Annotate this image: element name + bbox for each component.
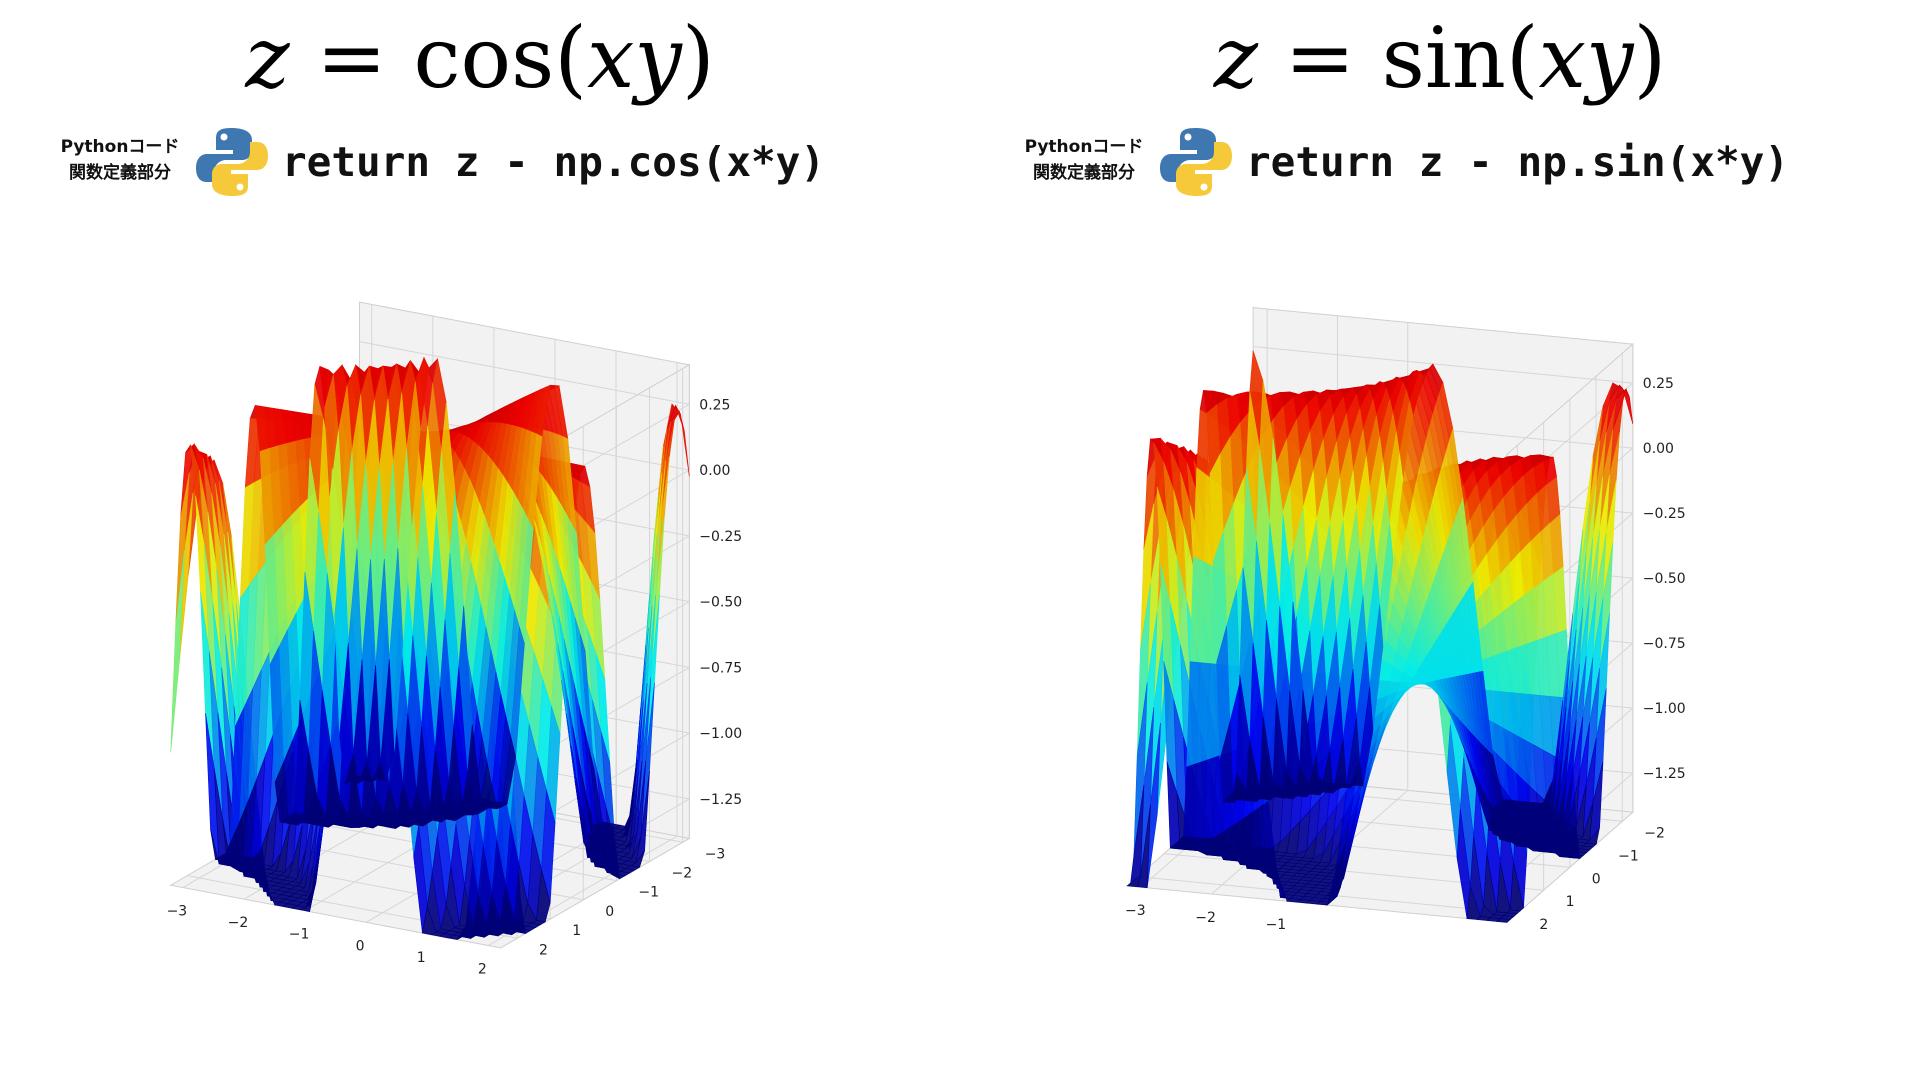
surface-facet	[675, 405, 690, 477]
code-caption-line1: Pythonコード	[60, 137, 180, 157]
sin-panel: z = sin(xy) Pythonコード 関数定義部分 return z - …	[960, 0, 1920, 1080]
y-tick-label: 1	[1566, 894, 1575, 910]
z-tick-label: −1.25	[699, 792, 742, 808]
x-tick-label: 2	[478, 962, 487, 978]
y-tick-label: 0	[605, 904, 614, 920]
surface-facet	[536, 869, 551, 923]
y-tick-label: 1	[572, 923, 581, 939]
grid-line-z	[359, 341, 690, 405]
surface-facet	[224, 823, 240, 856]
title-equals: =	[289, 9, 414, 107]
title-paren-close: )	[1633, 9, 1667, 107]
surface-facet	[370, 796, 385, 819]
y-tick-label: 2	[1539, 917, 1548, 933]
x-tick-label: −3	[1125, 903, 1146, 919]
title-paren-open: (	[554, 9, 587, 107]
title-argument: xy	[1538, 9, 1634, 107]
grid-line-z	[1253, 346, 1633, 384]
y-tick-label: 2	[539, 942, 548, 958]
x-tick-label: −1	[289, 927, 310, 943]
surface-facet	[347, 763, 363, 818]
title-argument: xy	[586, 9, 682, 107]
x-tick-label: −2	[1195, 910, 1216, 926]
title-paren-close: )	[681, 9, 715, 107]
surface-plot-cos: −3 −2 −1 0 1 2 −3 −2 −1 0 1 2 0.25 0.00 −0.25 −0.50 −0.7…	[167, 301, 743, 978]
surface-facet	[353, 775, 370, 781]
title-paren-open: (	[1505, 9, 1539, 107]
title-variable-z: z	[1213, 9, 1258, 107]
code-caption-line2: 関数定義部分	[1033, 163, 1135, 183]
code-caption-line2: 関数定義部分	[69, 163, 171, 183]
surface-facet	[334, 797, 349, 819]
title-variable-z: z	[245, 9, 290, 107]
cos-panel: z = cos(xy) Pythonコード 関数定義部分 return z - …	[0, 8, 960, 978]
python-logo-icon	[196, 128, 268, 196]
code-snippet: return z - np.sin(x*y)	[1246, 138, 1790, 186]
x-tick-label: −2	[228, 915, 249, 931]
chart-title-cos: z = cos(xy)	[0, 8, 960, 108]
z-tick-label: −0.50	[1643, 571, 1686, 587]
z-tick-label: −1.25	[1643, 766, 1686, 782]
surface-facet	[486, 894, 501, 925]
y-tick-label: −2	[672, 866, 693, 882]
y-tick-label: −2	[1644, 825, 1665, 841]
surface-facet	[1179, 836, 1195, 841]
surface-facet	[429, 750, 445, 811]
surface-plot-sin: −3 −2 −1 −2 −1 0 1 2 0.25 0.00 −0.25 −0.50 −0.75 −1.0…	[1125, 307, 1686, 933]
y-tick-label: −3	[705, 846, 726, 862]
x-tick-label: −1	[1266, 917, 1287, 933]
surface-facet	[303, 750, 318, 817]
z-tick-label: −0.25	[699, 529, 742, 545]
chart-title-sin: z = sin(xy)	[960, 8, 1920, 108]
z-tick-label: −0.50	[699, 595, 742, 611]
surface-facet	[1232, 772, 1247, 795]
surface-facet	[289, 812, 305, 819]
code-snippet: return z - np.cos(x*y)	[282, 138, 826, 186]
z-tick-label: −0.75	[699, 660, 742, 676]
code-caption-line1: Pythonコード	[1024, 137, 1144, 157]
surface-facet	[397, 784, 412, 816]
z-tick-label: −0.25	[1643, 506, 1686, 522]
y-tick-label: −1	[1618, 848, 1639, 864]
code-caption: Pythonコード 関数定義部分	[1014, 134, 1154, 186]
z-tick-label: 0.25	[699, 397, 730, 413]
surface-mesh	[1126, 350, 1634, 923]
z-tick-label: 0.00	[1643, 441, 1674, 457]
surface-facet	[513, 864, 529, 922]
title-function: sin	[1381, 9, 1506, 107]
python-logo-icon	[1160, 128, 1232, 196]
x-tick-label: −3	[167, 904, 188, 920]
z-tick-label: 0.25	[1643, 376, 1674, 392]
title-function: cos	[413, 9, 555, 107]
z-tick-label: −1.00	[699, 726, 742, 742]
surface-mesh	[170, 356, 690, 940]
x-tick-label: 1	[417, 950, 426, 966]
tick-labels: −3 −2 −1 −2 −1 0 1 2 0.25 0.00 −0.25 −0.50 −0.75 −1.0…	[1125, 376, 1686, 933]
code-caption: Pythonコード 関数定義部分	[50, 134, 190, 186]
surface-facet	[170, 549, 185, 753]
y-tick-label: 0	[1592, 871, 1601, 887]
surface-facet	[1309, 768, 1324, 786]
surface-facet	[1509, 862, 1524, 912]
z-tick-label: −0.75	[1643, 636, 1686, 652]
surface-facet	[1130, 784, 1145, 884]
tick-labels: −3 −2 −1 0 1 2 −3 −2 −1 0 1 2 0.25 0.00 −0.25 −0.50 −0.7…	[167, 397, 743, 977]
z-tick-label: 0.00	[699, 463, 730, 479]
surface-facet	[500, 884, 515, 924]
surface-facet	[383, 786, 399, 817]
x-tick-label: 0	[356, 938, 365, 954]
z-tick-label: −1.00	[1643, 701, 1686, 717]
surface-facet	[475, 798, 491, 804]
title-equals: =	[1258, 9, 1382, 107]
y-tick-label: −1	[638, 885, 659, 901]
surface-facet	[1498, 799, 1514, 804]
surface-facet	[596, 821, 613, 827]
